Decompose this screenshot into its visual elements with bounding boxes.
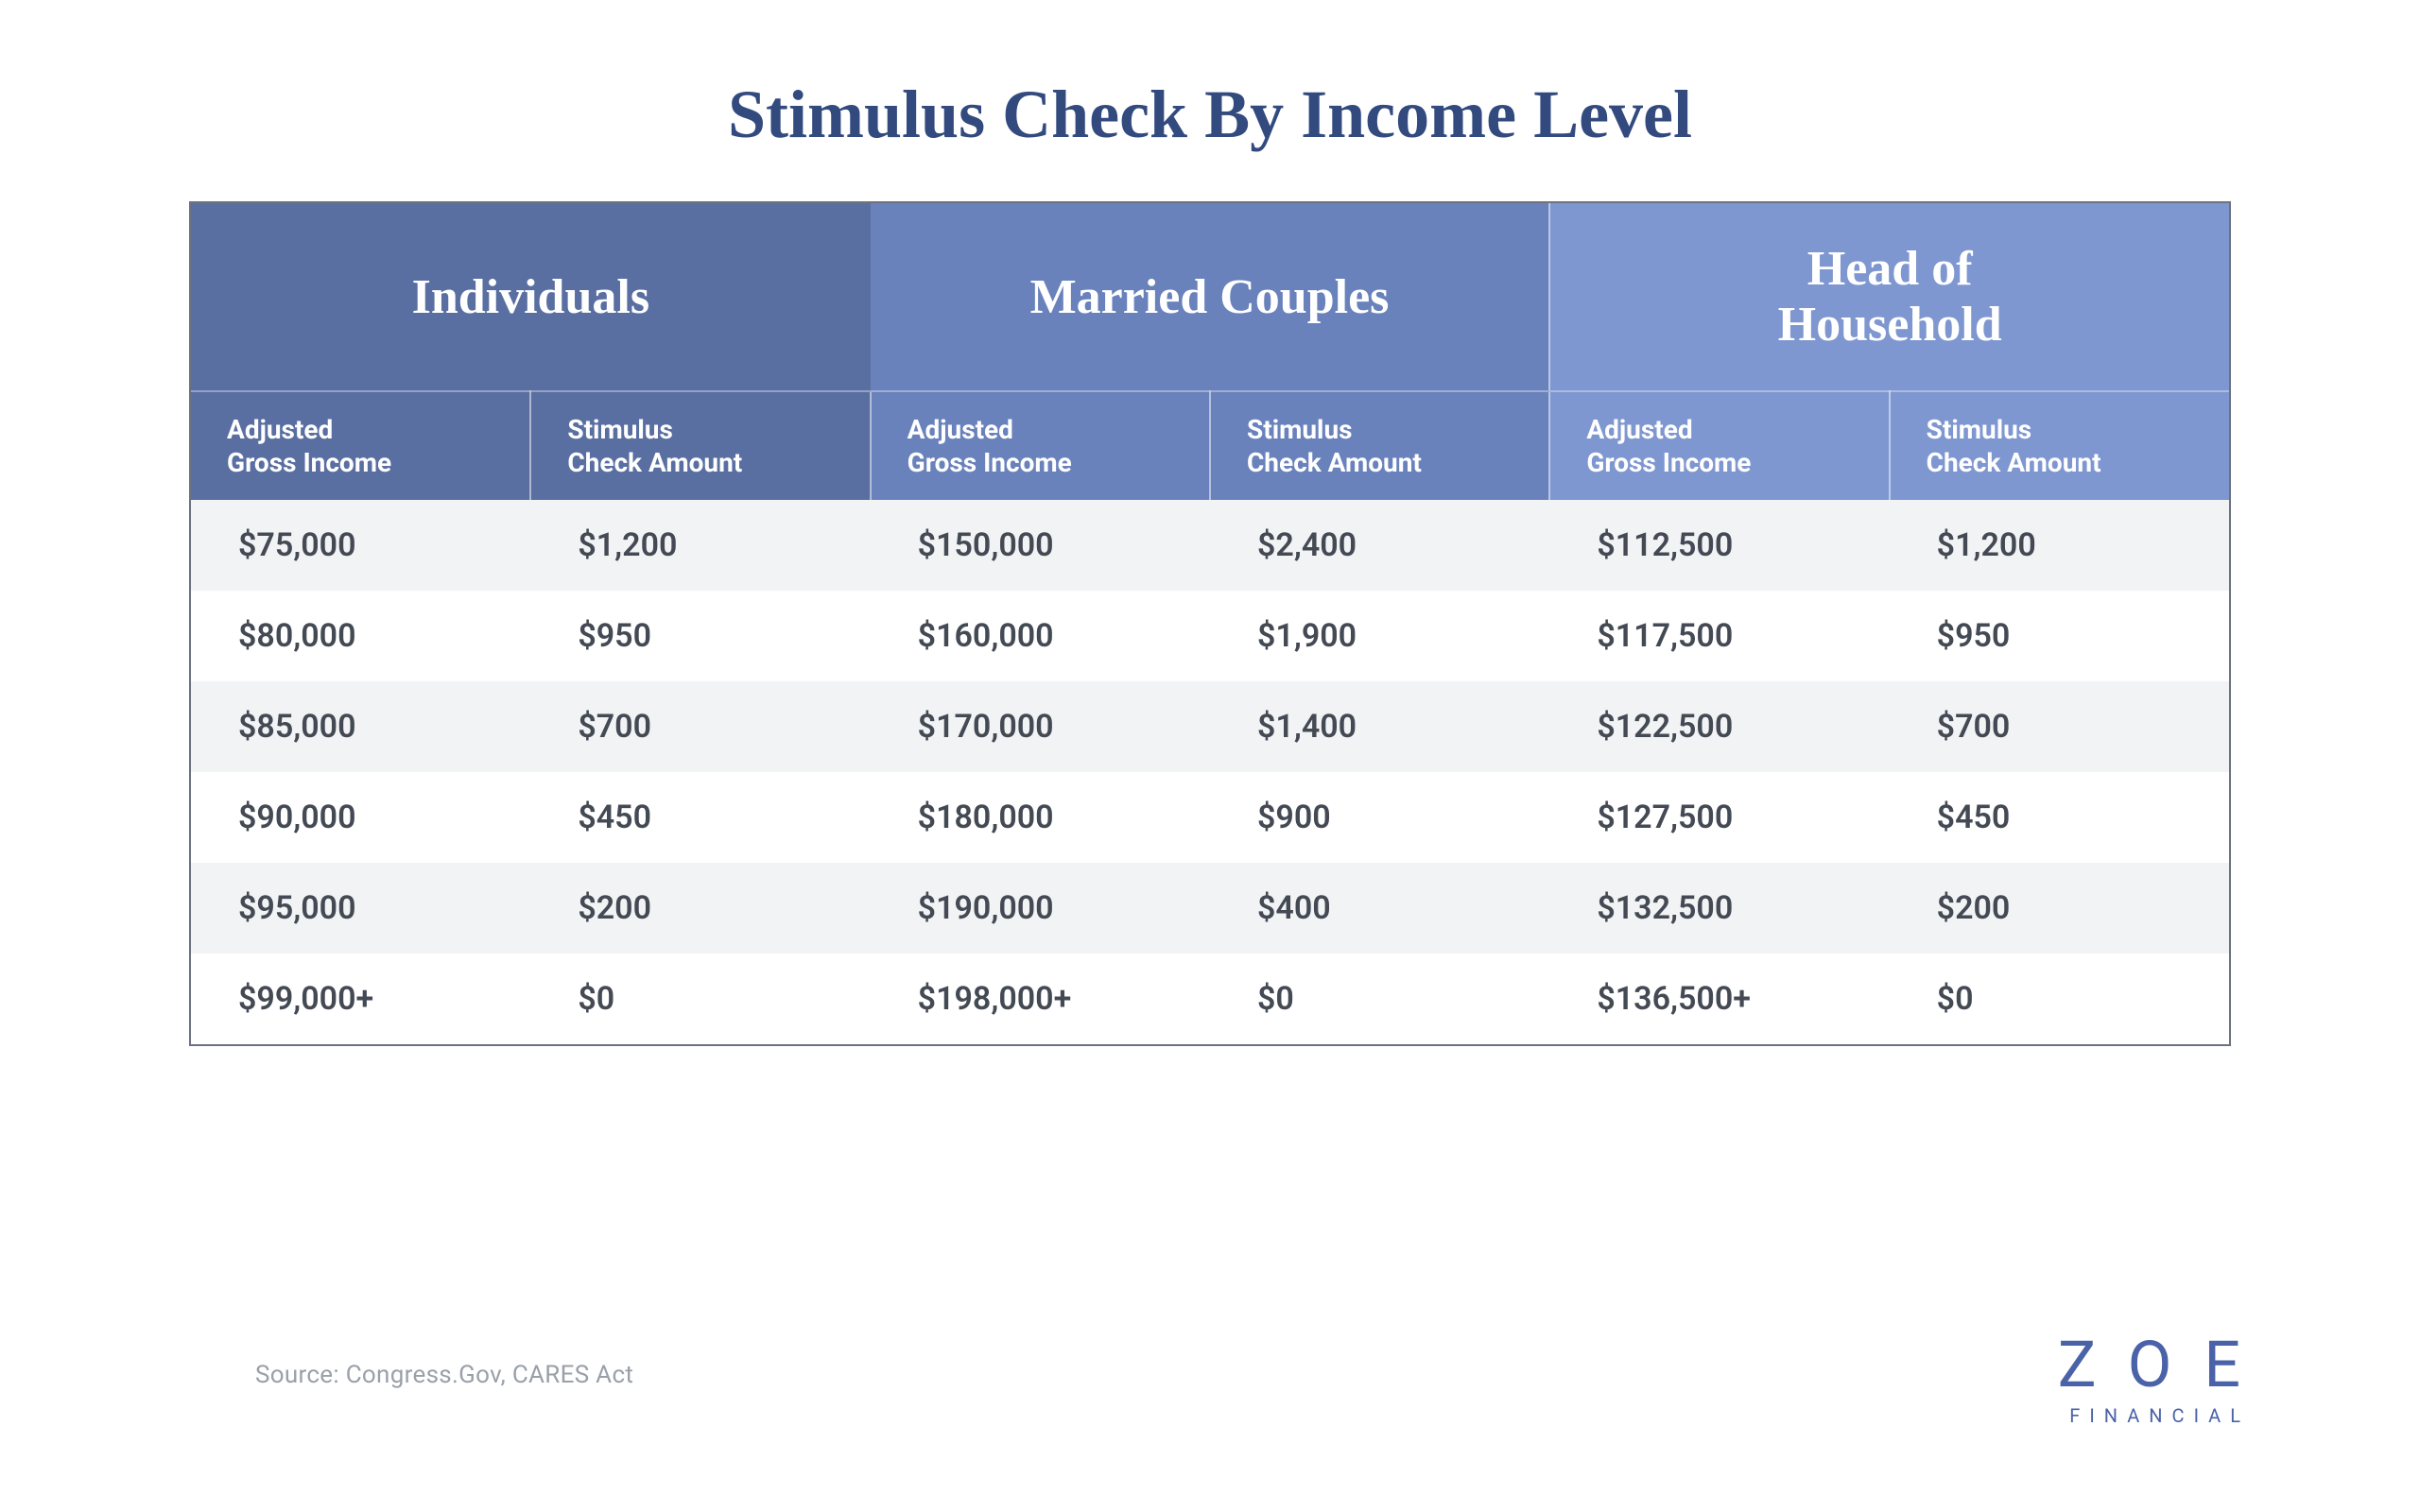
stimulus-table: Individuals Married Couples Head ofHouse… [191,203,2229,1044]
cell-value: $1,900 [1210,591,1549,681]
cell-value: $0 [530,954,870,1044]
table-row: $95,000 $200 $190,000 $400 $132,500 $200 [191,863,2229,954]
page-title: Stimulus Check By Income Level [0,76,2420,154]
cell-value: $127,500 [1549,772,1889,863]
cell-value: $122,500 [1549,681,1889,772]
group-header-row: Individuals Married Couples Head ofHouse… [191,203,2229,391]
stimulus-table-container: Individuals Married Couples Head ofHouse… [189,201,2231,1046]
cell-value: $95,000 [191,863,530,954]
cell-value: $136,500+ [1549,954,1889,1044]
table-row: $75,000 $1,200 $150,000 $2,400 $112,500 … [191,500,2229,591]
cell-value: $112,500 [1549,500,1889,591]
cell-value: $700 [1890,681,2229,772]
cell-value: $190,000 [871,863,1210,954]
cell-value: $200 [1890,863,2229,954]
cell-value: $132,500 [1549,863,1889,954]
cell-value: $0 [1890,954,2229,1044]
sub-header-row: AdjustedGross Income StimulusCheck Amoun… [191,391,2229,500]
table-row: $85,000 $700 $170,000 $1,400 $122,500 $7… [191,681,2229,772]
cell-value: $150,000 [871,500,1210,591]
cell-value: $75,000 [191,500,530,591]
cell-value: $198,000+ [871,954,1210,1044]
logo-main: ZOE [2058,1332,2273,1397]
group-individuals: Individuals [191,203,871,391]
cell-value: $200 [530,863,870,954]
table-row: $80,000 $950 $160,000 $1,900 $117,500 $9… [191,591,2229,681]
cell-value: $80,000 [191,591,530,681]
source-text: Source: Congress.Gov, CARES Act [255,1361,633,1389]
cell-value: $450 [1890,772,2229,863]
table-body: $75,000 $1,200 $150,000 $2,400 $112,500 … [191,500,2229,1044]
col-individuals-stimulus: StimulusCheck Amount [530,391,870,500]
table-row: $90,000 $450 $180,000 $900 $127,500 $450 [191,772,2229,863]
cell-value: $180,000 [871,772,1210,863]
table-row: $99,000+ $0 $198,000+ $0 $136,500+ $0 [191,954,2229,1044]
cell-value: $400 [1210,863,1549,954]
cell-value: $1,200 [530,500,870,591]
col-hoh-agi: AdjustedGross Income [1549,391,1889,500]
cell-value: $1,400 [1210,681,1549,772]
cell-value: $160,000 [871,591,1210,681]
col-married-stimulus: StimulusCheck Amount [1210,391,1549,500]
cell-value: $450 [530,772,870,863]
cell-value: $90,000 [191,772,530,863]
cell-value: $117,500 [1549,591,1889,681]
cell-value: $170,000 [871,681,1210,772]
logo: ZOE FINANCIAL [2058,1332,2240,1427]
group-married-couples: Married Couples [871,203,1550,391]
col-married-agi: AdjustedGross Income [871,391,1210,500]
col-hoh-stimulus: StimulusCheck Amount [1890,391,2229,500]
col-individuals-agi: AdjustedGross Income [191,391,530,500]
cell-value: $950 [1890,591,2229,681]
cell-value: $950 [530,591,870,681]
cell-value: $1,200 [1890,500,2229,591]
cell-value: $700 [530,681,870,772]
group-head-of-household: Head ofHousehold [1549,203,2229,391]
cell-value: $900 [1210,772,1549,863]
cell-value: $85,000 [191,681,530,772]
logo-sub: FINANCIAL [2058,1404,2250,1427]
cell-value: $0 [1210,954,1549,1044]
cell-value: $2,400 [1210,500,1549,591]
cell-value: $99,000+ [191,954,530,1044]
